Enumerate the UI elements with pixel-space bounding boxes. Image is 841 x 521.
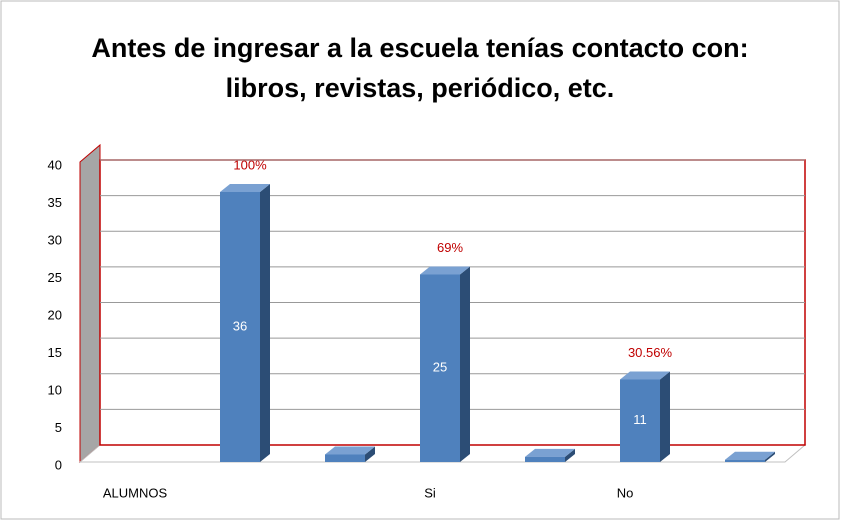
bar [620, 371, 670, 462]
bar-top [420, 266, 470, 275]
bar-side [365, 446, 375, 462]
bar-top [525, 448, 575, 457]
data-label: 30.56% [628, 345, 673, 360]
y-tick-label: 15 [48, 345, 62, 360]
bar-top [725, 451, 775, 460]
data-label: 36 [233, 318, 247, 333]
data-label: 100% [233, 157, 267, 172]
bar-side [565, 448, 575, 462]
y-tick-label: 0 [55, 457, 62, 472]
bar-front [725, 459, 765, 462]
y-tick-label: 5 [55, 420, 62, 435]
bar-side [660, 371, 670, 462]
data-label: 11 [633, 412, 647, 427]
bar-side [765, 451, 775, 462]
bar-side [460, 266, 470, 462]
bar [420, 266, 470, 462]
y-tick-label: 35 [48, 195, 62, 210]
bar-front [420, 274, 460, 462]
bar [325, 446, 375, 462]
bar-front [220, 192, 260, 462]
bar-front [325, 454, 365, 462]
y-tick-label: 20 [48, 307, 62, 322]
bar-top [620, 371, 670, 380]
bar-front [525, 456, 565, 462]
x-tick-label: ALUMNOS [103, 485, 168, 500]
y-tick-label: 30 [48, 232, 62, 247]
data-label: 25 [433, 360, 447, 375]
chart-title: Antes de ingresar a la escuela tenías co… [91, 33, 749, 103]
bar-side [260, 184, 270, 462]
y-tick-label: 10 [48, 382, 62, 397]
bar [725, 451, 775, 462]
x-tick-label: Si [424, 485, 436, 500]
bar-top [220, 184, 270, 192]
bar [525, 448, 575, 462]
data-label: 69% [437, 240, 463, 255]
bar [220, 184, 270, 462]
x-tick-label: No [617, 485, 634, 500]
side-wall [79, 143, 101, 464]
y-tick-label: 40 [48, 157, 62, 172]
bar-front [620, 379, 660, 462]
bar-top [325, 446, 375, 455]
y-tick-label: 25 [48, 270, 62, 285]
